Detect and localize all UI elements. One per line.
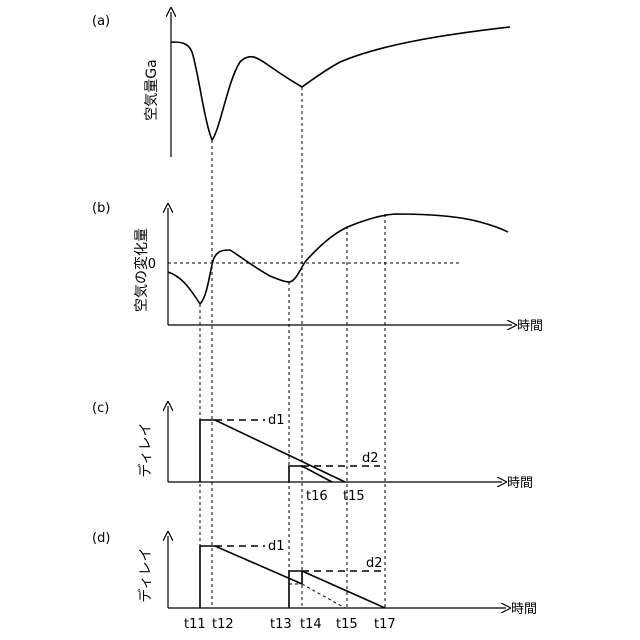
panel-c: (c) ディレイ 時間 d1 d2 t16 t15	[92, 401, 533, 504]
air-change-curve	[168, 214, 508, 304]
panel-b-label: (b)	[92, 201, 110, 216]
panel-d: (d) ディレイ 時間 d1 d2 t11 t12 t13 t14 t15 t1…	[92, 531, 537, 632]
d1-label: d1	[268, 413, 285, 428]
t15-label: t15	[343, 489, 365, 504]
d2-label: d2	[362, 451, 379, 466]
panel-c-label: (c)	[92, 401, 109, 416]
delay-d1-pulse-d	[200, 546, 302, 608]
air-amount-curve	[171, 27, 510, 140]
panel-b-xlabel: 時間	[517, 319, 543, 334]
panel-c-xlabel: 時間	[507, 476, 533, 491]
tick-t15: t15	[336, 617, 358, 632]
panel-c-ylabel: ディレイ	[137, 422, 154, 477]
tick-t14: t14	[300, 617, 322, 632]
tick-t12: t12	[212, 617, 234, 632]
delay-d2-pulse-d	[289, 571, 385, 608]
panel-a: (a) 空気量Ga	[92, 12, 510, 157]
time-guides	[200, 87, 385, 608]
tick-t13: t13	[270, 617, 292, 632]
d1-label-d: d1	[268, 539, 285, 554]
delay-d1-pulse	[200, 420, 345, 482]
panel-d-label: (d)	[92, 531, 110, 546]
panel-a-ylabel: 空気量Ga	[144, 59, 160, 120]
panel-d-ylabel: ディレイ	[137, 547, 154, 602]
panel-b: (b) 空気の変化量 時間 0	[92, 201, 543, 334]
panel-b-zero-label: 0	[148, 257, 156, 272]
tick-t11: t11	[184, 617, 206, 632]
d2-label-d: d2	[366, 556, 383, 571]
delay-d2-pulse	[289, 466, 332, 482]
panel-a-label: (a)	[92, 14, 110, 29]
tick-t17: t17	[374, 617, 396, 632]
t16-label: t16	[306, 489, 328, 504]
panel-d-xlabel: 時間	[511, 602, 537, 617]
